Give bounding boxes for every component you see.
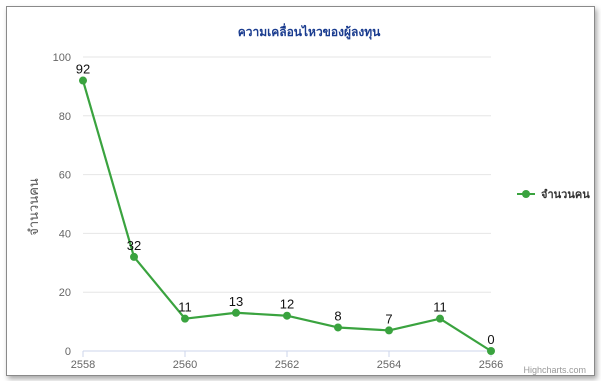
credits-link[interactable]: Highcharts.com <box>523 365 586 375</box>
data-label: 32 <box>127 238 141 253</box>
data-label: 8 <box>334 308 341 323</box>
series-group <box>79 76 495 355</box>
chart-container: ความเคลื่อนไหวของผู้ลงทุน 0 20 40 60 80 100 25… <box>6 6 595 376</box>
data-label: 7 <box>385 311 392 326</box>
data-label: 11 <box>433 300 447 315</box>
data-label: 12 <box>280 297 294 312</box>
x-tick-label: 2564 <box>377 359 401 371</box>
data-point[interactable] <box>232 308 240 317</box>
data-point[interactable] <box>283 311 291 320</box>
data-point[interactable] <box>181 314 189 323</box>
data-label: 0 <box>487 332 494 347</box>
data-label: 92 <box>76 62 90 77</box>
data-point[interactable] <box>79 76 87 85</box>
y-tick-label: 80 <box>59 111 71 123</box>
data-labels: 92 32 11 13 12 8 7 11 0 <box>76 62 495 347</box>
data-point[interactable] <box>436 314 444 323</box>
y-tick-label: 20 <box>59 287 71 299</box>
data-label: 13 <box>229 294 243 309</box>
legend-marker-icon <box>522 190 530 198</box>
data-point[interactable] <box>130 252 138 261</box>
x-tick-label: 2566 <box>479 359 503 371</box>
y-tick-label: 0 <box>65 346 71 358</box>
x-tick-label: 2560 <box>173 359 197 371</box>
legend[interactable]: จำนวนคน <box>517 188 590 201</box>
data-point[interactable] <box>334 323 342 332</box>
grid-lines <box>83 56 491 293</box>
y-axis-title: จำนวนคน <box>27 178 42 236</box>
x-tick-label: 2558 <box>71 359 95 371</box>
data-label: 11 <box>178 300 192 315</box>
legend-label: จำนวนคน <box>541 188 590 201</box>
y-tick-label: 60 <box>59 170 71 182</box>
data-point[interactable] <box>385 326 393 335</box>
x-tick-label: 2562 <box>275 359 299 371</box>
y-tick-label: 40 <box>59 228 71 240</box>
data-point[interactable] <box>487 347 495 355</box>
line-chart: ความเคลื่อนไหวของผู้ลงทุน 02040608010025… <box>27 23 590 375</box>
chart-title: ความเคลื่อนไหวของผู้ลงทุน <box>238 23 381 40</box>
y-tick-label: 100 <box>53 52 71 64</box>
